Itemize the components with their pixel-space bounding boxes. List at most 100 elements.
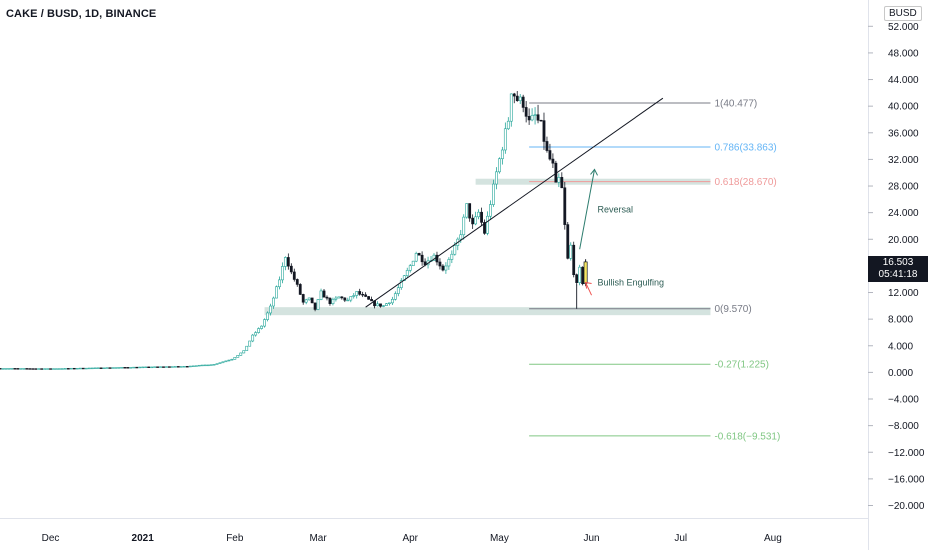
y-tick-label: 32.000: [888, 155, 919, 166]
candle-body: [578, 266, 582, 283]
drawings[interactable]: Reversal Bullish Engulfing: [365, 97, 664, 308]
candle-body: [352, 295, 356, 297]
y-tick-label: 36.000: [888, 128, 919, 139]
candle-body: [28, 368, 32, 370]
candle-body: [289, 265, 293, 273]
candle-body: [159, 366, 162, 368]
y-tick-label: −4.000: [888, 395, 919, 406]
candle-body: [435, 254, 439, 263]
candle-body: [162, 366, 165, 368]
y-tick-label: 4.000: [888, 341, 913, 352]
candle-body: [251, 334, 255, 342]
candle-body: [105, 367, 109, 369]
y-tick-label: −20.000: [888, 501, 925, 512]
candle-body: [90, 367, 94, 370]
candle-body: [325, 296, 329, 299]
support-resistance-zones: [264, 178, 711, 316]
candle-body: [153, 366, 156, 368]
candle-body: [465, 203, 469, 218]
candle-body: [269, 305, 272, 314]
candle-body: [402, 275, 406, 281]
candle-body: [43, 368, 46, 370]
candle-body: [385, 303, 388, 306]
candle-body: [176, 366, 180, 368]
y-tick-label: −16.000: [888, 474, 925, 485]
candle-body: [521, 96, 525, 108]
candle-body: [500, 149, 504, 160]
x-tick-label: Mar: [309, 533, 327, 544]
candle-body: [530, 115, 534, 121]
candle-body: [87, 367, 91, 370]
candle-body: [283, 257, 287, 267]
candle-body: [150, 366, 154, 369]
candle-body: [55, 368, 58, 370]
candle-body: [331, 298, 335, 304]
last-price-value: 16.503: [882, 257, 914, 268]
candle-body: [539, 119, 543, 122]
candle-body: [575, 274, 579, 283]
candle-body: [307, 297, 311, 301]
x-tick-label: May: [490, 533, 509, 544]
candle-body: [358, 291, 362, 295]
candle-body: [489, 204, 492, 217]
symbol-title[interactable]: CAKE / BUSD, 1D, BINANCE: [6, 8, 157, 20]
candle-body: [376, 303, 379, 307]
y-tick-label: 20.000: [888, 235, 919, 246]
candle-body: [123, 367, 127, 369]
candle-body: [242, 350, 246, 354]
candle-body: [536, 114, 540, 121]
candle-body: [49, 368, 52, 370]
candle-body: [453, 245, 457, 255]
candle-body: [46, 368, 49, 370]
fib-level-label: 0.786(33.863): [714, 143, 776, 154]
candle-body: [316, 299, 320, 310]
x-tick-label: Apr: [402, 533, 418, 544]
candle-body: [236, 355, 240, 358]
candle-body: [477, 211, 480, 218]
candle-body: [388, 302, 391, 304]
candle-body: [34, 368, 38, 370]
candle-body: [569, 244, 573, 259]
candle-body: [346, 299, 350, 302]
candle-body: [349, 296, 353, 301]
currency-button[interactable]: BUSD: [884, 6, 922, 21]
candle-body: [462, 216, 466, 236]
candle-body: [168, 366, 171, 368]
candle-body: [566, 224, 570, 259]
candle-body: [319, 290, 323, 300]
candle-body: [313, 302, 317, 310]
candle-body: [215, 363, 219, 365]
candle-body: [173, 366, 177, 368]
candle-body: [272, 297, 275, 307]
candle-body: [227, 359, 231, 362]
candle-body: [102, 367, 106, 369]
candle-body: [22, 368, 26, 370]
candle-body: [58, 368, 61, 370]
candle-body: [334, 297, 338, 300]
fib-retracement[interactable]: 1(40.477) 0.786(33.863) 0.618(28.670) 0(9.5…: [529, 98, 780, 442]
x-tick-label: Jul: [674, 533, 687, 544]
fib-level-label: 0.618(28.670): [714, 177, 776, 188]
candle-body: [114, 367, 118, 369]
candle-body: [471, 217, 475, 225]
candle-body: [361, 293, 365, 296]
candle-body: [393, 293, 397, 300]
candle-body: [278, 279, 281, 288]
candle-body: [524, 107, 528, 117]
candle-body: [117, 367, 121, 369]
candle-body: [286, 257, 290, 267]
y-tick-label: 12.000: [888, 288, 919, 299]
candle-body: [322, 290, 326, 298]
candle-body: [96, 367, 100, 369]
candle-body: [548, 150, 552, 160]
fib-level-label: -0.618(−9.531): [714, 431, 780, 442]
candle-body: [483, 222, 486, 234]
candle-body: [132, 366, 136, 369]
candle-body: [69, 367, 73, 370]
candle-body: [52, 368, 55, 370]
y-tick-label: 48.000: [888, 48, 919, 59]
reversal-arrow-head: [590, 168, 598, 176]
candles: [0, 91, 588, 370]
